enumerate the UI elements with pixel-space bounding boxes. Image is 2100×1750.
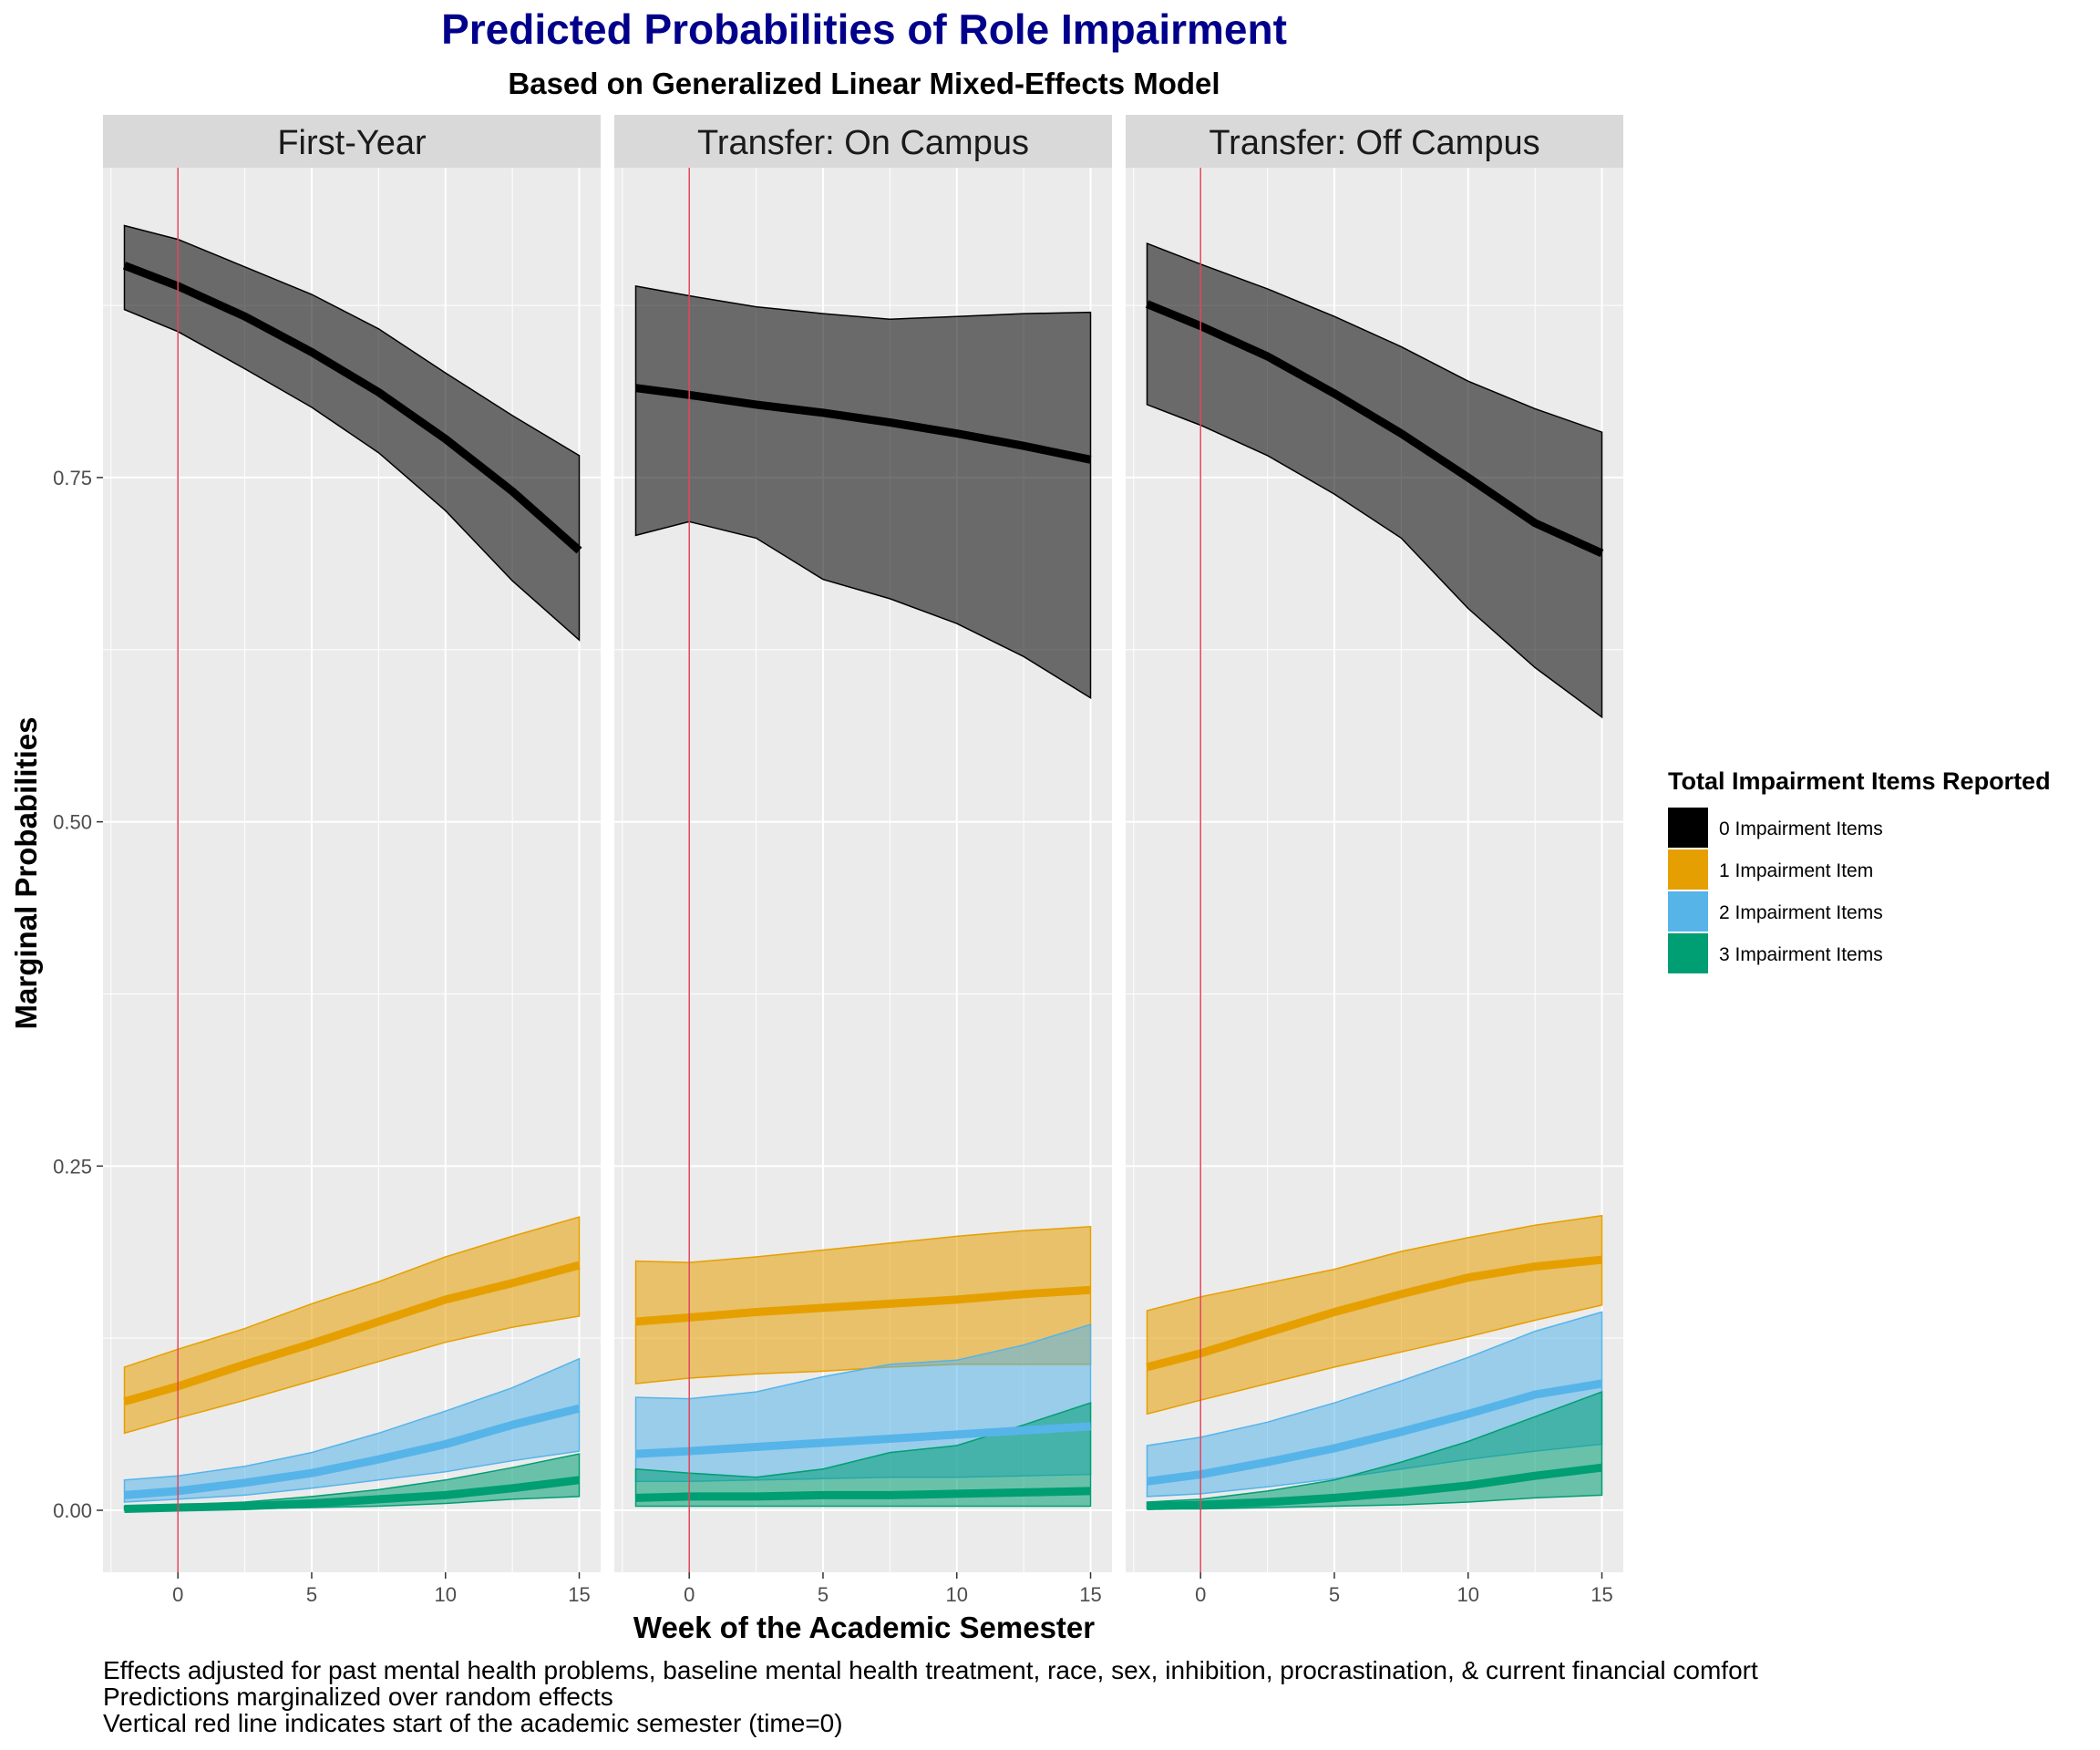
x-tick-label: 0 bbox=[684, 1583, 695, 1606]
x-tick-label: 5 bbox=[1329, 1583, 1340, 1606]
legend-key-1 bbox=[1668, 849, 1708, 890]
x-tick-label: 0 bbox=[1195, 1583, 1206, 1606]
ribbon-1-impairment-item bbox=[1146, 1214, 1603, 1415]
estimate-line-0-impairment-items bbox=[1145, 300, 1604, 558]
estimate-line-2-impairment-items bbox=[124, 1404, 581, 1499]
x-tick-label: 0 bbox=[172, 1583, 183, 1606]
legend-label: 2 Impairment Items bbox=[1719, 902, 1883, 923]
legend-label: 0 Impairment Items bbox=[1719, 818, 1883, 839]
legend-items: 0 Impairment Items 1 Impairment Item 2 Imp… bbox=[1668, 808, 1883, 973]
estimate-line-2-impairment-items bbox=[1146, 1379, 1603, 1486]
legend-title: Total Impairment Items Reported bbox=[1668, 767, 2051, 795]
estimate-line-1-impairment-item bbox=[1146, 1255, 1602, 1372]
legend-label: 3 Impairment Items bbox=[1719, 944, 1883, 965]
x-tick-label: 15 bbox=[568, 1583, 590, 1606]
ribbon-1-impairment-item bbox=[123, 1216, 581, 1435]
x-tick-label: 10 bbox=[1457, 1583, 1478, 1606]
ribbon-0-impairment-items bbox=[1146, 242, 1603, 719]
estimate-line-0-impairment-items bbox=[122, 262, 582, 554]
x-axis-title: Week of the Academic Semester bbox=[633, 1611, 1095, 1644]
legend: Total Impairment Items Reported 0 Impair… bbox=[1668, 767, 2051, 973]
legend-label: 1 Impairment Item bbox=[1719, 860, 1873, 881]
strip-background bbox=[1126, 115, 1623, 168]
y-tick-label: 0.00 bbox=[53, 1499, 92, 1522]
x-tick-label: 15 bbox=[1590, 1583, 1612, 1606]
caption-line-1: Effects adjusted for past mental health … bbox=[103, 1656, 1758, 1684]
estimate-line-3-impairment-items bbox=[124, 1476, 581, 1513]
strip-label: First-Year bbox=[277, 124, 427, 162]
y-tick-label: 0.25 bbox=[53, 1155, 92, 1178]
caption-line-3: Vertical red line indicates start of the… bbox=[103, 1709, 843, 1737]
facet-panels: First-Year 0 5 10 15 0.00 0.25 0.50 0.75 Transfer… bbox=[53, 115, 1623, 1606]
estimate-line-3-impairment-items bbox=[635, 1487, 1091, 1502]
y-tick-label: 0.50 bbox=[53, 811, 92, 834]
legend-key-3 bbox=[1668, 933, 1708, 973]
caption-line-2: Predictions marginalized over random eff… bbox=[103, 1683, 613, 1711]
x-tick-label: 10 bbox=[434, 1583, 456, 1606]
estimate-line-1-impairment-item bbox=[635, 1285, 1091, 1326]
ribbon-0-impairment-items bbox=[123, 224, 581, 642]
chart-title: Predicted Probabilities of Role Impairme… bbox=[441, 5, 1287, 53]
facet-panel-2: Transfer: On Campus 0 5 10 15 bbox=[614, 115, 1112, 1606]
x-tick-label: 5 bbox=[306, 1583, 317, 1606]
legend-key-0 bbox=[1668, 808, 1708, 848]
ribbon-3-impairment-items bbox=[634, 1402, 1092, 1508]
strip-label: Transfer: On Campus bbox=[697, 124, 1029, 162]
estimate-line-0-impairment-items bbox=[634, 384, 1092, 464]
estimate-line-1-impairment-item bbox=[123, 1261, 581, 1406]
legend-key-2 bbox=[1668, 891, 1708, 932]
strip-label: Transfer: Off Campus bbox=[1209, 124, 1539, 162]
strip-background bbox=[614, 115, 1112, 168]
facet-panel-3: Transfer: Off Campus 0 5 10 15 bbox=[1126, 115, 1623, 1606]
strip-background bbox=[103, 115, 601, 168]
estimate-line-2-impairment-items bbox=[635, 1422, 1091, 1458]
caption-block: Effects adjusted for past mental health … bbox=[103, 1656, 1758, 1737]
y-axis-title: Marginal Probabilities bbox=[9, 717, 43, 1030]
x-tick-label: 5 bbox=[818, 1583, 829, 1606]
ribbon-0-impairment-items bbox=[634, 285, 1092, 700]
x-tick-label: 10 bbox=[945, 1583, 967, 1606]
x-tick-label: 15 bbox=[1079, 1583, 1101, 1606]
y-tick-label: 0.75 bbox=[53, 467, 92, 489]
ribbon-2-impairment-items bbox=[123, 1357, 581, 1503]
chart-subtitle: Based on Generalized Linear Mixed-Effect… bbox=[508, 67, 1220, 100]
facet-panel-1: First-Year 0 5 10 15 0.00 0.25 0.50 0.75 bbox=[53, 115, 601, 1606]
estimate-line-3-impairment-items bbox=[1147, 1463, 1603, 1510]
